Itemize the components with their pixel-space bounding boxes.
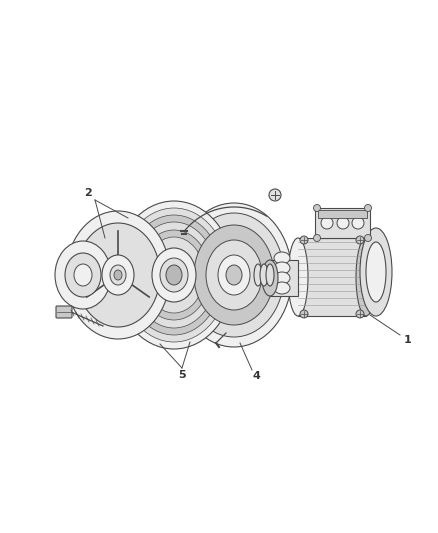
Ellipse shape bbox=[356, 238, 376, 316]
Circle shape bbox=[300, 236, 308, 244]
Ellipse shape bbox=[288, 238, 308, 316]
Circle shape bbox=[314, 205, 321, 212]
Circle shape bbox=[314, 235, 321, 241]
Ellipse shape bbox=[360, 228, 392, 316]
Text: 2: 2 bbox=[84, 188, 92, 198]
Text: 1: 1 bbox=[404, 335, 412, 345]
Ellipse shape bbox=[160, 258, 188, 292]
Ellipse shape bbox=[184, 213, 284, 337]
Ellipse shape bbox=[166, 265, 182, 285]
Ellipse shape bbox=[65, 253, 101, 297]
Text: 4: 4 bbox=[252, 371, 260, 381]
Ellipse shape bbox=[138, 230, 210, 320]
Ellipse shape bbox=[102, 255, 134, 295]
Ellipse shape bbox=[206, 240, 262, 310]
Ellipse shape bbox=[218, 255, 250, 295]
Ellipse shape bbox=[194, 225, 274, 325]
Ellipse shape bbox=[254, 264, 262, 286]
Ellipse shape bbox=[366, 242, 386, 302]
Ellipse shape bbox=[274, 252, 290, 264]
Ellipse shape bbox=[132, 222, 216, 328]
Ellipse shape bbox=[274, 262, 290, 274]
Circle shape bbox=[364, 235, 371, 241]
Ellipse shape bbox=[226, 265, 242, 285]
Bar bbox=[315, 208, 370, 238]
Ellipse shape bbox=[126, 215, 222, 335]
Ellipse shape bbox=[176, 203, 292, 347]
Ellipse shape bbox=[120, 208, 228, 342]
Circle shape bbox=[321, 217, 333, 229]
Bar bbox=[298, 238, 366, 316]
Ellipse shape bbox=[152, 248, 196, 302]
Ellipse shape bbox=[144, 237, 204, 313]
Ellipse shape bbox=[74, 264, 92, 286]
Ellipse shape bbox=[55, 241, 111, 309]
Ellipse shape bbox=[266, 264, 274, 286]
Text: 5: 5 bbox=[178, 370, 186, 380]
Ellipse shape bbox=[274, 282, 290, 294]
Ellipse shape bbox=[76, 223, 160, 327]
FancyBboxPatch shape bbox=[56, 306, 72, 318]
Circle shape bbox=[356, 310, 364, 318]
Circle shape bbox=[352, 217, 364, 229]
Circle shape bbox=[269, 189, 281, 201]
Bar bbox=[318, 210, 367, 218]
Circle shape bbox=[356, 236, 364, 244]
Circle shape bbox=[364, 205, 371, 212]
Circle shape bbox=[337, 217, 349, 229]
Ellipse shape bbox=[260, 264, 268, 286]
Ellipse shape bbox=[274, 272, 290, 284]
Ellipse shape bbox=[110, 265, 126, 285]
Circle shape bbox=[300, 310, 308, 318]
Ellipse shape bbox=[66, 211, 170, 339]
Ellipse shape bbox=[114, 270, 122, 280]
Bar bbox=[270, 260, 298, 296]
Ellipse shape bbox=[114, 201, 234, 349]
Ellipse shape bbox=[262, 260, 278, 296]
